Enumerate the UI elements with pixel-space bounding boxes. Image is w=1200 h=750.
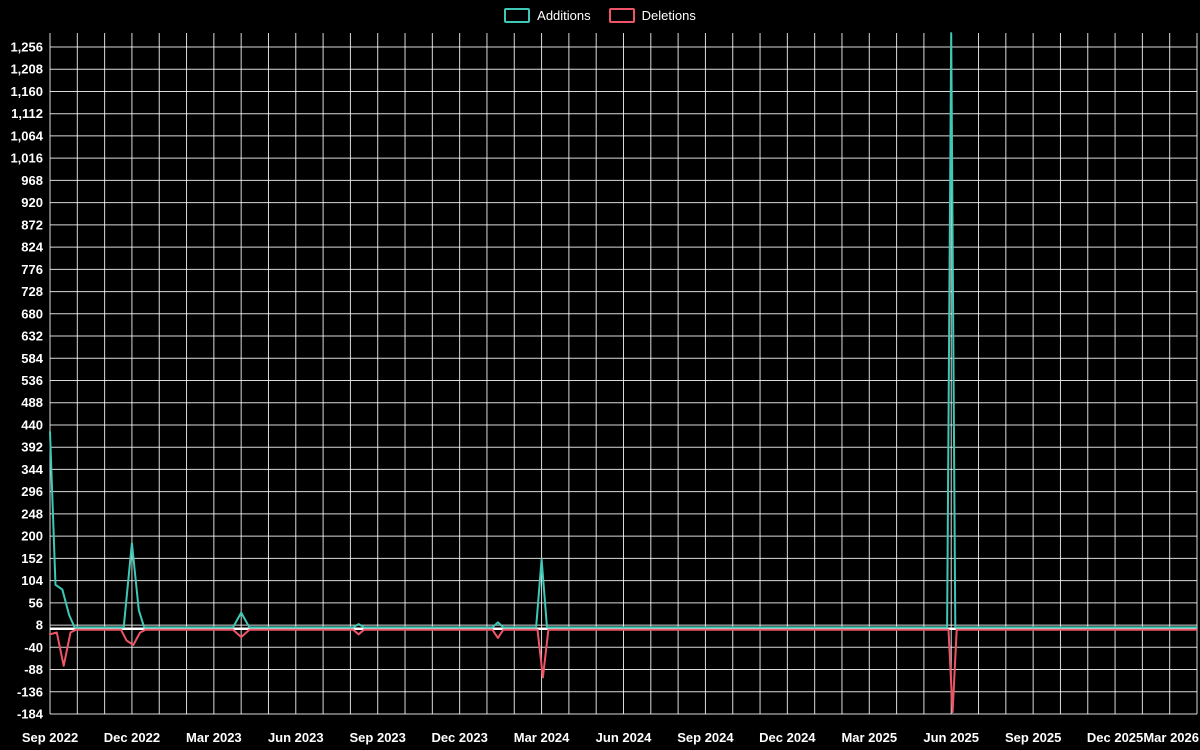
y-tick-label: 1,208 bbox=[10, 62, 43, 77]
y-tick-label: 824 bbox=[21, 240, 43, 255]
x-tick-label: Dec 2022 bbox=[104, 730, 160, 745]
y-tick-label: 8 bbox=[36, 618, 43, 633]
additions-swatch-icon bbox=[504, 8, 531, 23]
legend-item-deletions[interactable]: Deletions bbox=[608, 8, 696, 23]
x-tick-label: Mar 2023 bbox=[186, 730, 242, 745]
series-line-deletions bbox=[49, 628, 1198, 714]
x-tick-label: Sep 2024 bbox=[677, 730, 734, 745]
y-tick-label: 536 bbox=[21, 373, 43, 388]
x-tick-label: Sep 2022 bbox=[22, 730, 78, 745]
y-tick-label: 776 bbox=[21, 262, 43, 277]
x-tick-label: Jun 2025 bbox=[923, 730, 979, 745]
legend-item-additions[interactable]: Additions bbox=[504, 8, 591, 23]
deletions-swatch-icon bbox=[608, 8, 635, 23]
y-tick-label: 632 bbox=[21, 329, 43, 344]
y-tick-label: 488 bbox=[21, 395, 43, 410]
x-tick-label: Dec 2024 bbox=[759, 730, 816, 745]
y-tick-label: 920 bbox=[21, 195, 43, 210]
y-tick-label: 968 bbox=[21, 173, 43, 188]
x-tick-label: Jun 2023 bbox=[268, 730, 324, 745]
y-tick-label: 728 bbox=[21, 284, 43, 299]
x-tick-label: Mar 2025 bbox=[841, 730, 897, 745]
x-tick-label: Mar 2026 bbox=[1143, 730, 1199, 745]
series-line-additions bbox=[49, 32, 1198, 629]
y-tick-label: 1,016 bbox=[10, 151, 43, 166]
chart-legend: Additions Deletions bbox=[0, 8, 1200, 23]
y-tick-label: -184 bbox=[17, 707, 44, 722]
y-tick-label: 1,112 bbox=[11, 106, 43, 121]
x-tick-label: Dec 2025 bbox=[1087, 730, 1143, 745]
legend-label-deletions: Deletions bbox=[641, 8, 696, 23]
x-tick-label: Jun 2024 bbox=[596, 730, 652, 745]
y-tick-label: 344 bbox=[21, 462, 43, 477]
x-tick-label: Sep 2023 bbox=[350, 730, 406, 745]
y-tick-label: 296 bbox=[21, 484, 43, 499]
y-tick-label: 584 bbox=[21, 351, 43, 366]
y-tick-label: 1,064 bbox=[10, 128, 43, 143]
y-tick-label: -40 bbox=[24, 640, 43, 655]
y-tick-label: 152 bbox=[21, 551, 43, 566]
x-tick-label: Dec 2023 bbox=[431, 730, 487, 745]
y-tick-label: 392 bbox=[21, 440, 43, 455]
y-tick-label: 1,160 bbox=[10, 84, 43, 99]
y-tick-label: 680 bbox=[21, 306, 43, 321]
y-tick-label: 440 bbox=[21, 417, 43, 432]
y-tick-label: -88 bbox=[24, 662, 43, 677]
y-tick-label: 248 bbox=[21, 506, 43, 521]
y-tick-label: 56 bbox=[29, 595, 43, 610]
y-tick-label: 104 bbox=[21, 573, 43, 588]
y-tick-label: -136 bbox=[17, 684, 43, 699]
x-tick-label: Sep 2025 bbox=[1005, 730, 1061, 745]
y-tick-label: 1,256 bbox=[10, 40, 43, 55]
y-tick-label: 200 bbox=[21, 529, 43, 544]
legend-label-additions: Additions bbox=[537, 8, 591, 23]
x-tick-label: Mar 2024 bbox=[514, 730, 570, 745]
y-tick-label: 872 bbox=[21, 217, 43, 232]
